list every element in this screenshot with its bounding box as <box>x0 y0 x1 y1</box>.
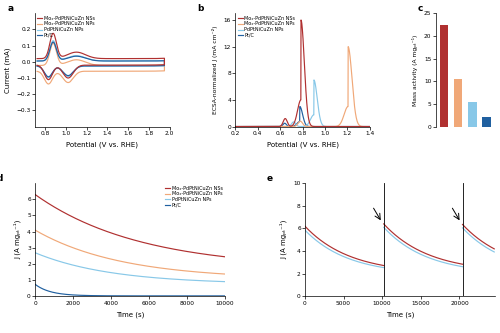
X-axis label: Time (s): Time (s) <box>386 311 414 318</box>
Text: e: e <box>267 174 273 183</box>
Legend: Moₓ-PdPtNiCuZn NSs, Moₓ-PdPtNiCuZn NPs, PdPtNiCuZn NPs, Pt/C: Moₓ-PdPtNiCuZn NSs, Moₓ-PdPtNiCuZn NPs, … <box>38 16 95 38</box>
Bar <box>440 25 448 127</box>
Y-axis label: Current (mA): Current (mA) <box>4 47 11 93</box>
Text: a: a <box>8 4 14 13</box>
Y-axis label: ECSA-normalized J (mA cm⁻²): ECSA-normalized J (mA cm⁻²) <box>212 26 218 114</box>
Bar <box>468 102 476 127</box>
Text: c: c <box>418 4 423 13</box>
Text: b: b <box>198 4 204 13</box>
X-axis label: Potential (V vs. RHE): Potential (V vs. RHE) <box>66 141 138 148</box>
Y-axis label: Mass activity (A mgₚₜ⁻¹): Mass activity (A mgₚₜ⁻¹) <box>412 34 418 106</box>
Legend: Moₓ-PdPtNiCuZn NSs, Moₓ-PdPtNiCuZn NPs, PdPtNiCuZn NPs, Pt/C: Moₓ-PdPtNiCuZn NSs, Moₓ-PdPtNiCuZn NPs, … <box>166 185 222 208</box>
X-axis label: Potential (V vs. RHE): Potential (V vs. RHE) <box>266 141 338 148</box>
X-axis label: Time (s): Time (s) <box>116 311 144 318</box>
Bar <box>454 79 462 127</box>
Y-axis label: J (A mgₚₜ⁻¹): J (A mgₚₜ⁻¹) <box>280 220 288 259</box>
Y-axis label: J (A mgₚₜ⁻¹): J (A mgₚₜ⁻¹) <box>14 220 22 259</box>
Text: d: d <box>0 174 4 183</box>
Legend: Moₓ-PdPtNiCuZn NSs, Moₓ-PdPtNiCuZn NPs, PdPtNiCuZn NPs, Pt/C: Moₓ-PdPtNiCuZn NSs, Moₓ-PdPtNiCuZn NPs, … <box>238 16 295 38</box>
Bar <box>482 117 491 127</box>
